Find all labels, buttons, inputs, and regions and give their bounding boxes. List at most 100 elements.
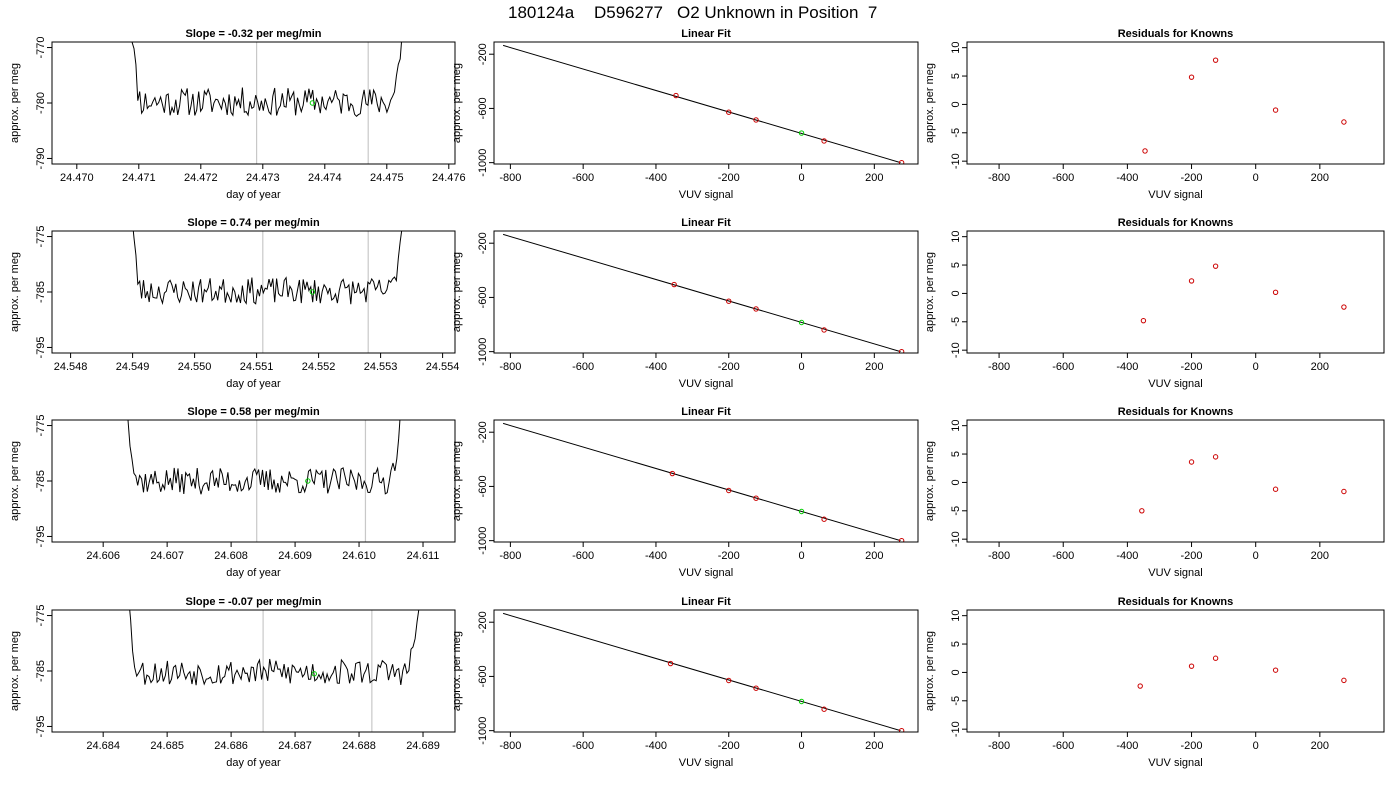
plot-area [502, 44, 905, 164]
x-tick-label: 24.475 [370, 172, 404, 184]
y-tick-label: -785 [35, 470, 47, 492]
known-point [1212, 263, 1219, 269]
plot-frame [51, 419, 456, 543]
y-tick-label: -5 [950, 696, 962, 706]
x-tick-label: 24.611 [407, 550, 440, 562]
unknown-point [309, 100, 316, 106]
y-axis-label: approx. per meg [451, 631, 463, 711]
x-tick-label: 24.476 [432, 172, 466, 184]
plot-area [131, 42, 402, 164]
x-tick-label: 24.685 [150, 740, 184, 752]
panel-3-3: Residuals for Knowns -800 -600 -400 -200 0 200… [924, 406, 1385, 579]
y-tick-label: -5 [950, 317, 962, 327]
y-tick-label: -10 [950, 721, 962, 737]
known-point [726, 487, 732, 494]
signal-trace [129, 610, 420, 686]
y-tick-label: -5 [950, 128, 962, 138]
known-point [753, 495, 759, 501]
x-axis-label: VUV signal [1148, 378, 1202, 390]
panel-2-2: Linear Fit -800 -600 -400 -200 0 200 -200 -600 -1… [451, 217, 919, 390]
known-point [753, 306, 759, 312]
known-point [898, 159, 905, 164]
known-point [821, 327, 827, 333]
x-axis-label: VUV signal [679, 757, 733, 769]
y-tick-label: 10 [950, 42, 962, 54]
x-axis-label: VUV signal [1148, 567, 1202, 579]
panel-4-3: Residuals for Knowns -800 -600 -400 -200 0 200… [924, 596, 1385, 769]
y-tick-label: 0 [950, 101, 962, 107]
figure-title: 180124a D596277 O2 Unknown in Position 7 [0, 2, 1400, 24]
y-tick-label: 0 [950, 669, 962, 675]
x-tick-label: -200 [718, 361, 740, 373]
x-tick-label: -600 [572, 172, 594, 184]
known-point [1272, 486, 1279, 492]
y-tick-label: -770 [35, 37, 47, 59]
x-tick-label: -600 [1052, 172, 1074, 184]
x-tick-label: -200 [718, 740, 740, 752]
y-tick-label: -795 [35, 715, 47, 737]
known-point [669, 470, 676, 477]
x-tick-label: 200 [1311, 172, 1329, 184]
plot-area [502, 422, 905, 542]
x-tick-label: 200 [865, 740, 883, 752]
known-point [753, 685, 759, 691]
y-tick-label: -780 [35, 92, 47, 114]
x-tick-label: 24.609 [278, 550, 312, 562]
y-axis-label: approx. per meg [451, 63, 463, 143]
y-tick-label: -600 [477, 665, 489, 687]
x-tick-label: -600 [572, 550, 594, 562]
y-tick-label: -1000 [477, 338, 489, 366]
plot-area [1142, 57, 1347, 154]
panel-3-2: Linear Fit -800 -600 -400 -200 0 200 -200 -600 -1… [451, 406, 919, 579]
x-axis-label: day of year [226, 567, 281, 579]
y-tick-label: 10 [950, 420, 962, 432]
x-tick-label: -400 [645, 740, 667, 752]
x-axis-label: day of year [226, 757, 281, 769]
y-axis-label: approx. per meg [9, 631, 21, 711]
x-tick-label: 0 [1253, 361, 1259, 373]
known-point [1188, 663, 1195, 669]
plot-area [1140, 263, 1347, 324]
x-tick-label: 0 [798, 172, 804, 184]
known-point [1139, 508, 1145, 514]
plot-area [502, 612, 905, 732]
x-tick-label: -800 [988, 361, 1010, 373]
y-tick-label: -200 [477, 421, 489, 443]
y-axis-label: approx. per meg [924, 252, 936, 332]
known-point [753, 117, 759, 123]
x-tick-label: -800 [499, 361, 521, 373]
x-tick-label: 0 [1253, 172, 1259, 184]
fit-line [502, 612, 901, 732]
panel-title: Slope = -0.07 per meg/min [185, 596, 321, 608]
known-point [898, 727, 905, 732]
x-tick-label: 24.608 [214, 550, 248, 562]
y-axis-label: approx. per meg [9, 441, 21, 521]
y-tick-label: -600 [477, 475, 489, 497]
y-axis-label: approx. per meg [9, 252, 21, 332]
known-point [726, 109, 732, 115]
plot-area [132, 231, 403, 353]
known-point [1188, 74, 1195, 80]
x-tick-label: 200 [1311, 361, 1329, 373]
y-tick-label: 5 [950, 73, 962, 79]
y-tick-label: -795 [35, 525, 47, 547]
unknown-point [798, 130, 805, 136]
x-tick-label: 24.551 [240, 361, 274, 373]
x-tick-label: -800 [499, 550, 521, 562]
y-tick-label: -600 [477, 286, 489, 308]
x-axis-label: VUV signal [679, 567, 733, 579]
plot-frame [493, 41, 919, 165]
known-point [1140, 317, 1147, 324]
x-tick-label: -400 [1116, 361, 1138, 373]
y-tick-label: 10 [950, 610, 962, 622]
known-point [898, 348, 905, 353]
x-tick-label: 24.607 [150, 550, 184, 562]
x-tick-label: 200 [865, 550, 883, 562]
y-tick-label: 10 [950, 231, 962, 243]
x-tick-label: -800 [988, 172, 1010, 184]
y-tick-label: 5 [950, 641, 962, 647]
panel-1-3: Residuals for Knowns -800 -600 -400 -200 0 200… [924, 28, 1385, 201]
x-tick-label: 24.684 [86, 740, 120, 752]
x-tick-label: -200 [1181, 172, 1203, 184]
